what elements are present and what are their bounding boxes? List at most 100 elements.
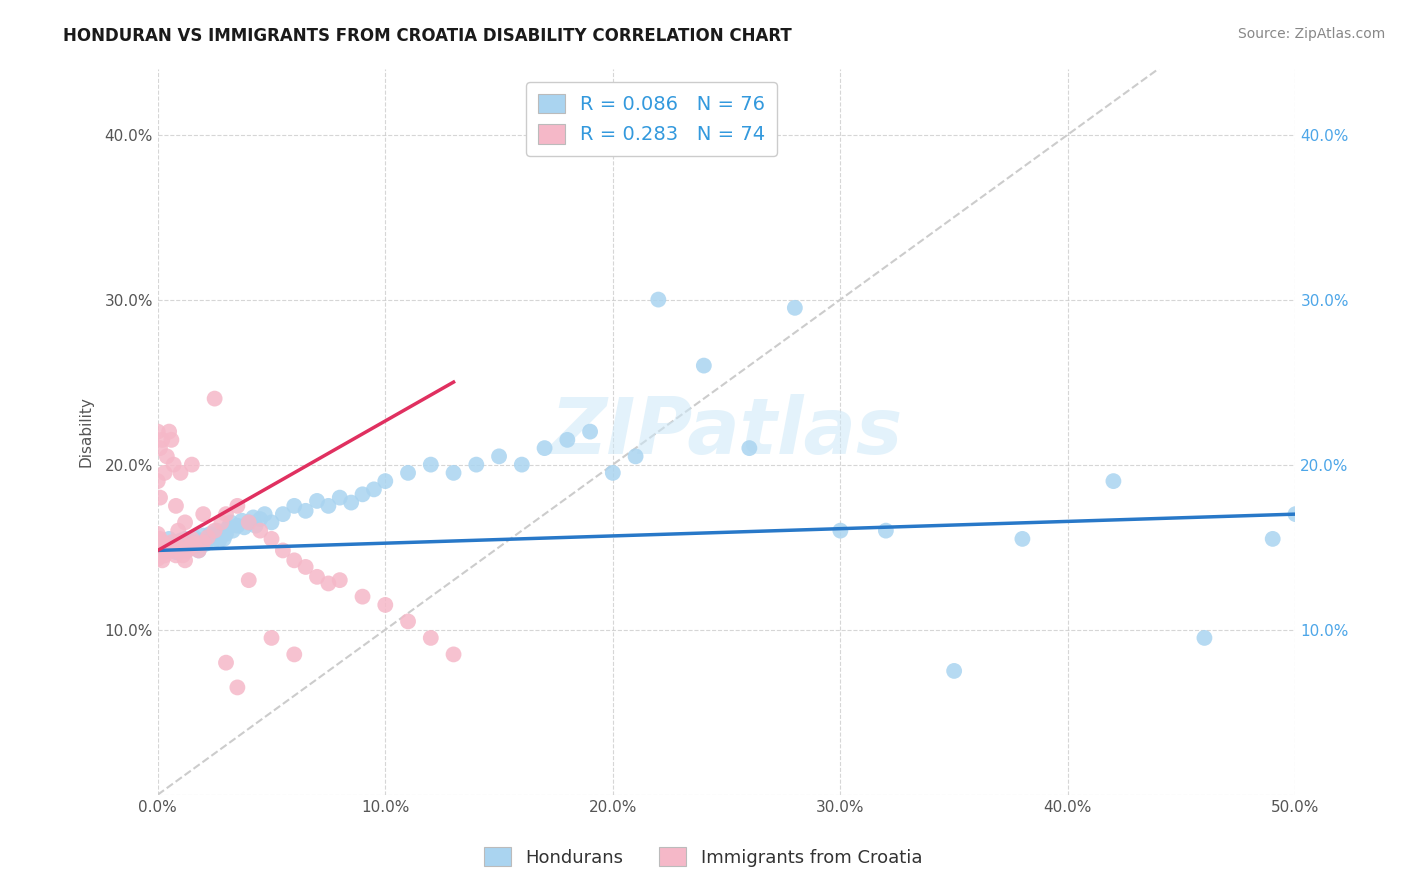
Point (238, 516, 260, 530)
Point (179, 540, 201, 554)
Point (193, 528, 215, 542)
Point (156, 543, 179, 558)
Point (193, 507, 215, 521)
Point (204, 530, 226, 544)
Point (186, 539, 208, 553)
Point (260, 516, 283, 530)
Point (193, 535, 215, 549)
Point (283, 648, 305, 662)
Point (146, 527, 169, 541)
Point (149, 540, 172, 554)
Point (146, 543, 169, 558)
Point (204, 392, 226, 406)
Point (647, 293, 669, 307)
Point (1194, 631, 1216, 645)
Point (579, 425, 602, 439)
Point (197, 530, 219, 544)
Point (149, 549, 172, 563)
Point (163, 458, 186, 472)
Point (211, 528, 233, 542)
Point (329, 491, 352, 505)
Point (1284, 507, 1306, 521)
Point (555, 433, 578, 447)
Point (211, 516, 233, 530)
Point (146, 540, 169, 554)
Point (169, 466, 191, 480)
Point (875, 524, 897, 538)
Point (174, 532, 197, 546)
Legend: R = 0.086   N = 76, R = 0.283   N = 74: R = 0.086 N = 76, R = 0.283 N = 74 (526, 82, 778, 156)
Point (167, 540, 190, 554)
Point (176, 537, 198, 551)
Point (533, 441, 555, 455)
Point (197, 532, 219, 546)
Point (146, 543, 169, 558)
Point (260, 631, 283, 645)
Point (153, 549, 176, 563)
Point (167, 524, 190, 538)
Point (150, 433, 173, 447)
Point (169, 535, 191, 549)
Point (157, 532, 180, 546)
Point (160, 433, 183, 447)
Point (215, 527, 238, 541)
Point (294, 504, 316, 518)
Point (830, 524, 852, 538)
Point (318, 576, 340, 591)
Point (283, 499, 305, 513)
Point (183, 537, 205, 551)
Point (260, 532, 283, 546)
Point (305, 494, 328, 508)
Point (318, 499, 340, 513)
Point (215, 656, 238, 670)
Point (352, 487, 374, 501)
Point (165, 549, 187, 563)
Point (624, 450, 647, 464)
Point (146, 537, 169, 551)
Point (419, 458, 441, 472)
Point (217, 520, 239, 534)
Point (305, 570, 328, 584)
Point (180, 532, 202, 546)
Legend: Hondurans, Immigrants from Croatia: Hondurans, Immigrants from Croatia (477, 840, 929, 874)
Point (374, 474, 396, 488)
Point (153, 466, 176, 480)
Point (693, 359, 716, 373)
Point (146, 532, 169, 546)
Point (156, 450, 179, 464)
Point (172, 549, 194, 563)
Point (160, 535, 183, 549)
Point (174, 516, 197, 530)
Point (205, 524, 228, 538)
Point (156, 543, 179, 558)
Point (1102, 474, 1125, 488)
Point (396, 466, 419, 480)
Point (396, 615, 419, 629)
Point (249, 524, 271, 538)
Point (783, 301, 806, 315)
Point (238, 516, 260, 530)
Point (226, 518, 249, 533)
Point (249, 512, 271, 526)
Point (212, 532, 235, 546)
Point (226, 499, 249, 513)
Text: HONDURAN VS IMMIGRANTS FROM CROATIA DISABILITY CORRELATION CHART: HONDURAN VS IMMIGRANTS FROM CROATIA DISA… (63, 27, 792, 45)
Point (163, 543, 186, 558)
Y-axis label: Disability: Disability (79, 396, 93, 467)
Point (602, 466, 624, 480)
Point (157, 425, 180, 439)
Point (165, 499, 187, 513)
Text: ZIPatlas: ZIPatlas (551, 393, 903, 469)
Point (242, 510, 264, 524)
Point (215, 507, 238, 521)
Point (233, 520, 256, 534)
Point (169, 533, 191, 548)
Point (271, 507, 294, 521)
Point (253, 507, 276, 521)
Point (146, 545, 169, 559)
Point (150, 543, 173, 558)
Point (283, 553, 305, 567)
Point (194, 537, 217, 551)
Point (271, 543, 294, 558)
Point (1011, 532, 1033, 546)
